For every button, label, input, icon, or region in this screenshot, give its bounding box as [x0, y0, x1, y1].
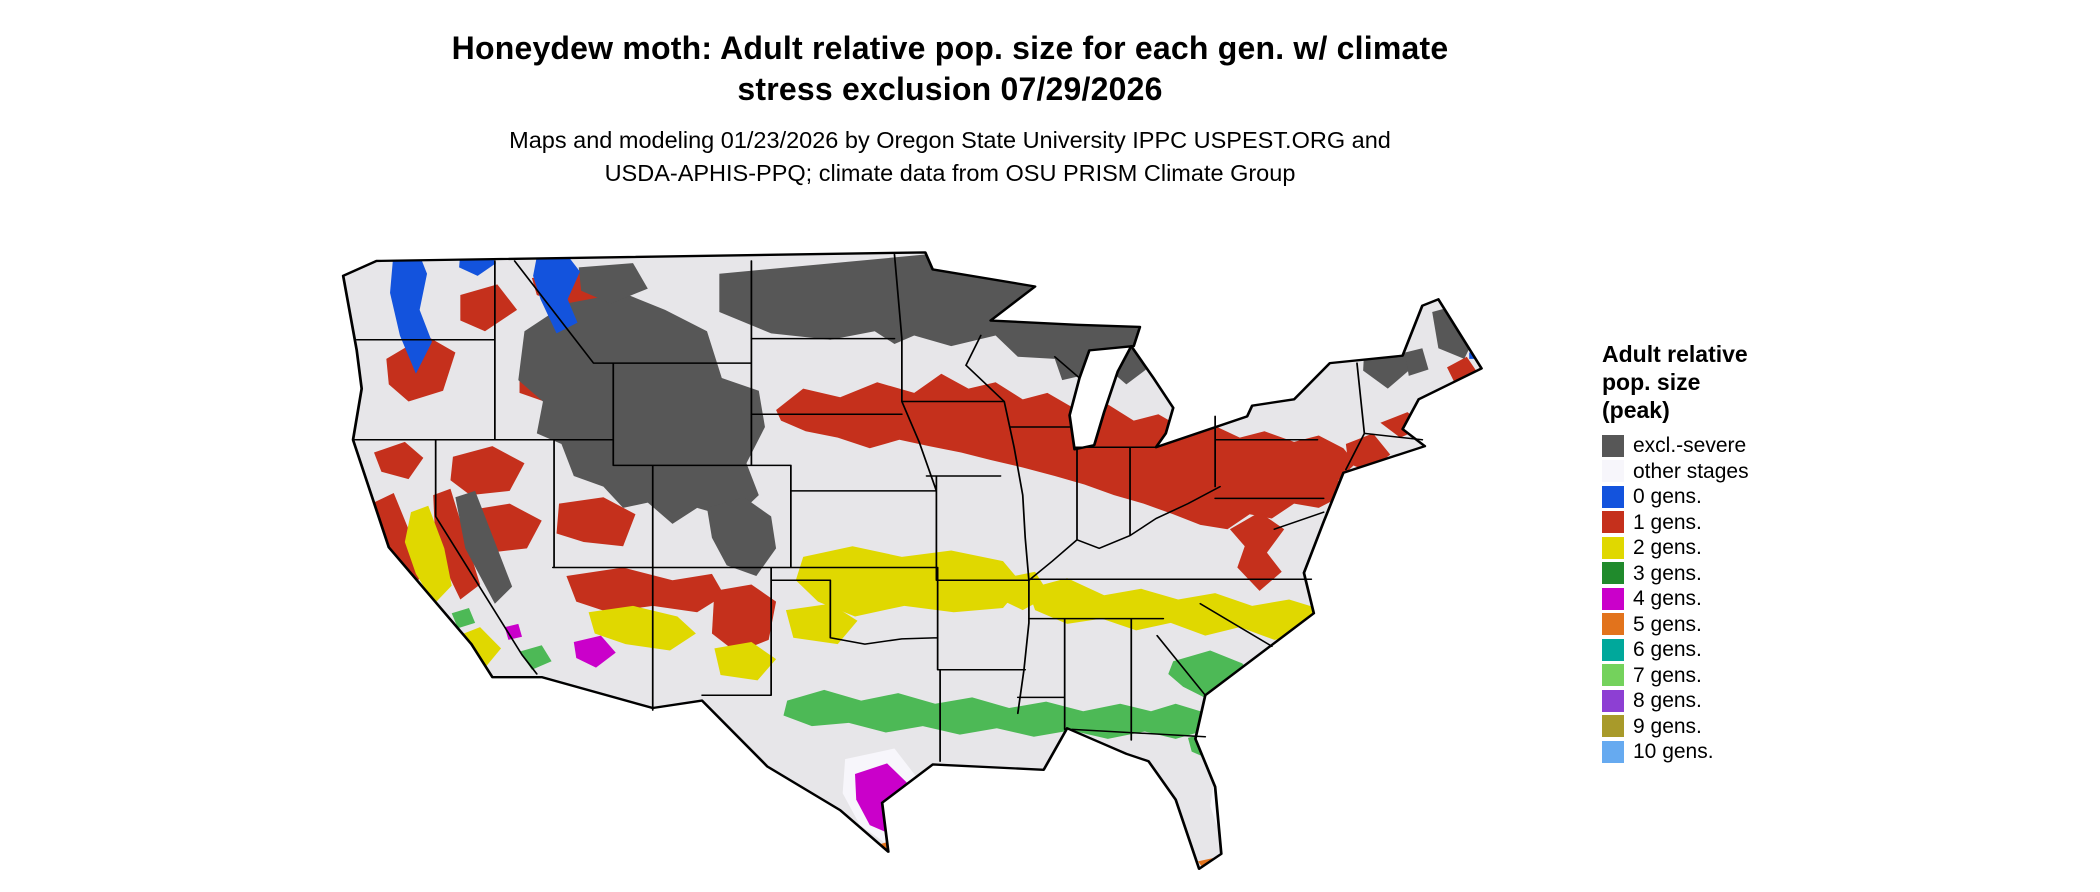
region-blob — [433, 488, 481, 600]
legend-color-swatch — [1602, 689, 1624, 712]
map-title-line2: stress exclusion 07/29/2026 — [737, 71, 1163, 107]
legend-color-swatch — [1602, 511, 1624, 534]
legend-title: Adult relative pop. size (peak) — [1602, 340, 1882, 424]
region-blob — [707, 497, 777, 577]
legend-item-label: 2 gens. — [1633, 536, 1702, 560]
map-subtitle-line1: Maps and modeling 01/23/2026 by Oregon S… — [509, 127, 1391, 153]
region-blob — [504, 623, 522, 640]
state-borders — [352, 253, 1424, 763]
region-blob — [451, 607, 476, 629]
us-generation-map — [337, 229, 1521, 889]
legend-item: 9 gens. — [1602, 714, 1882, 740]
regions-0-gens — [390, 252, 1477, 374]
region-blob — [1222, 778, 1272, 853]
region-blob — [714, 642, 777, 681]
legend-item-label: 0 gens. — [1633, 485, 1702, 509]
legend-color-swatch — [1602, 613, 1624, 636]
region-blob — [460, 284, 518, 332]
regions-5-gens — [879, 840, 1235, 869]
legend-color-swatch — [1602, 740, 1624, 763]
legend-item: 8 gens. — [1602, 688, 1882, 714]
region-blob — [719, 254, 1139, 381]
region-blob — [578, 263, 648, 304]
legend: Adult relative pop. size (peak) excl.-se… — [1602, 340, 1882, 765]
legend-item: 6 gens. — [1602, 637, 1882, 663]
legend-items: excl.-severe other stages 0 gens. 1 gens… — [1602, 433, 1882, 765]
legend-item: 4 gens. — [1602, 586, 1882, 612]
legend-color-swatch — [1602, 460, 1624, 483]
legend-item: excl.-severe — [1602, 433, 1882, 459]
region-blob — [1229, 512, 1285, 591]
legend-color-swatch — [1602, 536, 1624, 559]
map-subtitle-line2: USDA-APHIS-PPQ; climate data from OSU PR… — [604, 160, 1296, 186]
region-blob — [1057, 288, 1065, 295]
map-title-line1: Honeydew moth: Adult relative pop. size … — [451, 30, 1449, 66]
legend-color-swatch — [1602, 434, 1624, 457]
legend-item-label: 4 gens. — [1633, 587, 1702, 611]
legend-title-line1: Adult relative — [1602, 341, 1748, 367]
map-title: Honeydew moth: Adult relative pop. size … — [180, 28, 1720, 110]
regions-excl-severe — [455, 254, 1477, 604]
region-blob — [386, 335, 456, 402]
legend-color-swatch — [1602, 715, 1624, 738]
us-outline — [341, 251, 1483, 870]
us-map-svg — [341, 251, 1483, 870]
region-blob — [588, 605, 696, 651]
legend-item-label: 5 gens. — [1633, 612, 1702, 636]
region-blob — [519, 645, 552, 670]
state-border-lines-west — [352, 260, 1027, 763]
legend-item-label: 6 gens. — [1633, 638, 1702, 662]
region-blob — [795, 546, 1023, 617]
region-blob — [374, 441, 424, 480]
legend-color-swatch — [1602, 587, 1624, 610]
legend-item: 7 gens. — [1602, 663, 1882, 689]
state-border-lines-east — [1016, 362, 1424, 741]
legend-title-line2: pop. size — [1602, 369, 1701, 395]
legend-item-label: excl.-severe — [1633, 434, 1747, 458]
region-blob — [785, 603, 858, 645]
region-blob — [404, 505, 452, 604]
legend-item-label: 10 gens. — [1633, 740, 1714, 764]
legend-color-swatch — [1602, 562, 1624, 585]
legend-item: other stages — [1602, 459, 1882, 485]
legend-item: 1 gens. — [1602, 510, 1882, 536]
legend-item: 5 gens. — [1602, 612, 1882, 638]
legend-item: 0 gens. — [1602, 484, 1882, 510]
legend-item: 10 gens. — [1602, 739, 1882, 765]
legend-item-label: other stages — [1633, 459, 1749, 483]
legend-item: 2 gens. — [1602, 535, 1882, 561]
legend-color-swatch — [1602, 638, 1624, 661]
region-blob — [1311, 563, 1394, 645]
region-blob — [556, 497, 636, 547]
region-blob — [518, 292, 765, 524]
map-color-regions — [371, 252, 1482, 869]
region-blob — [776, 373, 1356, 530]
legend-item-label: 3 gens. — [1633, 561, 1702, 585]
region-blob — [1027, 578, 1324, 640]
region-blob — [371, 493, 426, 594]
region-blob — [450, 446, 525, 496]
legend-item-label: 9 gens. — [1633, 714, 1702, 738]
legend-color-swatch — [1602, 485, 1624, 508]
legend-item-label: 1 gens. — [1633, 510, 1702, 534]
region-blob — [573, 635, 616, 668]
region-blob — [533, 252, 580, 334]
legend-color-swatch — [1602, 664, 1624, 687]
region-blob — [711, 584, 777, 653]
legend-item-label: 8 gens. — [1633, 689, 1702, 713]
state-border-lines-plains — [750, 253, 1081, 715]
region-blob — [1160, 356, 1168, 363]
legend-item: 3 gens. — [1602, 561, 1882, 587]
region-blob — [1405, 348, 1429, 376]
map-subtitle: Maps and modeling 01/23/2026 by Oregon S… — [180, 124, 1720, 190]
region-blob — [783, 689, 1255, 739]
legend-item-label: 7 gens. — [1633, 663, 1702, 687]
region-blob — [390, 252, 432, 374]
legend-title-line3: (peak) — [1602, 397, 1670, 423]
region-blob — [566, 567, 725, 613]
region-blob — [455, 490, 513, 604]
